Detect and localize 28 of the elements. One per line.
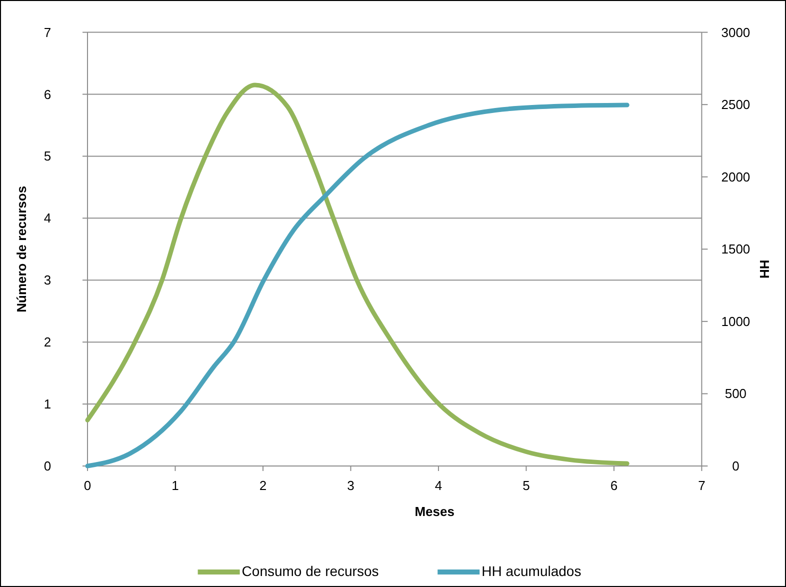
legend-label: Consumo de recursos (242, 563, 379, 579)
y2-tick-label: 1000 (721, 314, 750, 329)
y-tick-label: 6 (44, 86, 52, 102)
y-tick-label: 4 (44, 210, 52, 226)
y-tick-label: 2 (44, 334, 52, 350)
y2-tick-label: 1500 (721, 242, 750, 257)
x-tick-label: 6 (610, 478, 618, 493)
y-tick-label: 0 (44, 458, 52, 474)
y-tick-label: 5 (44, 148, 52, 164)
y-tick-label: 3 (44, 272, 52, 288)
y-tick-label: 7 (44, 24, 52, 40)
x-axis-title: Meses (414, 504, 454, 519)
y2-tick-label: 3000 (721, 24, 750, 40)
x-tick-label: 5 (522, 478, 530, 493)
x-tick-label: 2 (259, 478, 267, 493)
y2-tick-label: 2000 (721, 169, 750, 184)
y-axis-title: Número de recursos (14, 186, 29, 312)
y2-tick-label: 0 (732, 458, 740, 474)
y2-tick-label: 500 (724, 386, 747, 402)
x-tick-label: 0 (84, 478, 92, 493)
y2-tick-label: 2500 (721, 97, 750, 112)
x-tick-label: 1 (172, 478, 179, 493)
x-tick-label: 4 (434, 478, 442, 493)
y-tick-label: 1 (44, 396, 52, 412)
y2-axis-title: HH (757, 260, 772, 279)
x-tick-label: 3 (347, 478, 354, 493)
legend-label: HH acumulados (482, 563, 582, 579)
x-tick-label: 7 (698, 478, 706, 493)
